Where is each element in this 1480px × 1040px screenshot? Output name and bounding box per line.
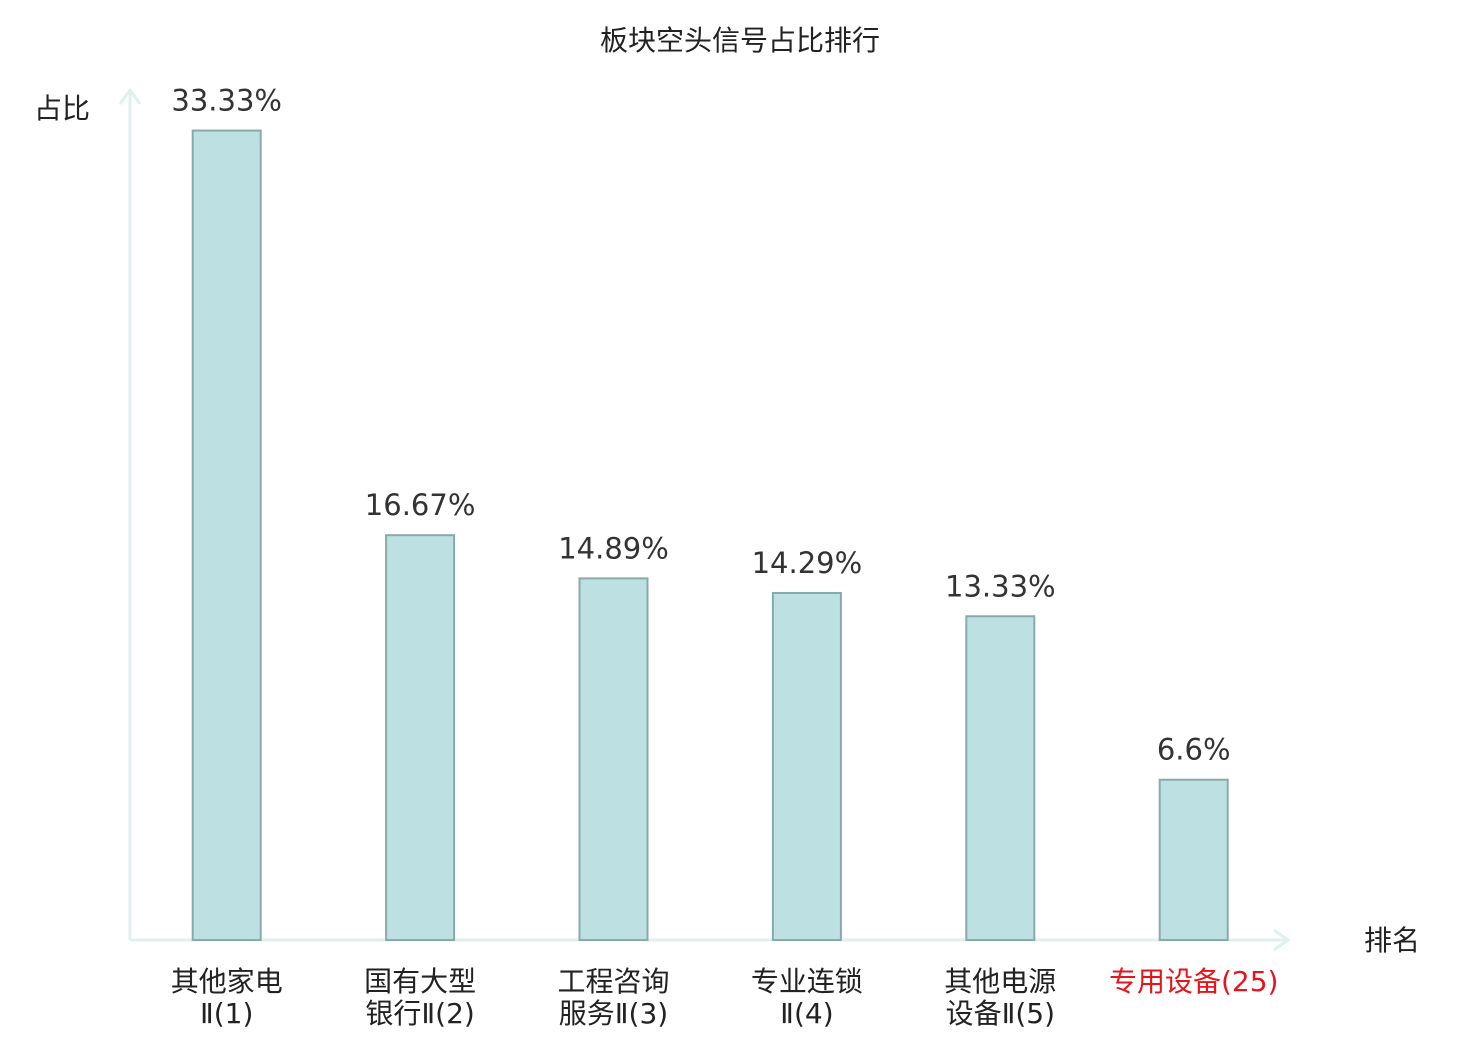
- x-tick-label: 其他电源设备Ⅱ(5): [944, 965, 1056, 1030]
- value-label: 13.33%: [945, 569, 1056, 603]
- bar: [191, 129, 262, 942]
- x-tick-label-line: 专业连锁: [751, 965, 863, 998]
- x-tick-label: 专业连锁 Ⅱ(4): [751, 965, 863, 1030]
- x-tick-label-line: 其他电源: [944, 965, 1056, 998]
- x-tick-label-line: Ⅱ(4): [780, 997, 833, 1030]
- x-tick-label-line: Ⅱ(1): [200, 997, 253, 1030]
- x-tick-label: 工程咨询服务Ⅱ(3): [557, 965, 669, 1030]
- x-tick-label-line: 专用设备(25): [1109, 965, 1278, 998]
- bar: [385, 534, 456, 942]
- x-tick-label-line: 服务Ⅱ(3): [559, 997, 668, 1030]
- x-tick-label: 专用设备(25): [1109, 965, 1278, 998]
- y-axis-arrow: [118, 87, 142, 105]
- value-label: 6.6%: [1157, 733, 1231, 767]
- x-tick-label-line: 设备Ⅱ(5): [946, 997, 1055, 1030]
- x-tick-label-line: 银行Ⅱ(2): [365, 997, 474, 1030]
- x-tick-label-line: 国有大型: [364, 965, 476, 998]
- x-axis-label: 排名: [1364, 924, 1420, 957]
- bar: [965, 615, 1036, 941]
- value-label: 14.29%: [752, 546, 863, 580]
- axes: [118, 87, 1291, 952]
- y-axis-label: 占比: [34, 92, 90, 125]
- bar: [1158, 778, 1229, 942]
- value-label: 33.33%: [171, 84, 282, 118]
- x-tick-label-line: 其他家电: [171, 965, 283, 998]
- bar: [771, 591, 842, 941]
- value-label: 14.89%: [558, 531, 669, 565]
- bar: [578, 577, 649, 942]
- x-axis-arrow: [1273, 928, 1291, 952]
- x-tick-label: 其他家电 Ⅱ(1): [171, 965, 283, 1030]
- x-tick-label-line: 工程咨询: [557, 965, 669, 998]
- value-label: 16.67%: [365, 488, 476, 522]
- x-tick-label: 国有大型银行Ⅱ(2): [364, 965, 476, 1030]
- chart-title: 板块空头信号占比排行: [600, 24, 880, 57]
